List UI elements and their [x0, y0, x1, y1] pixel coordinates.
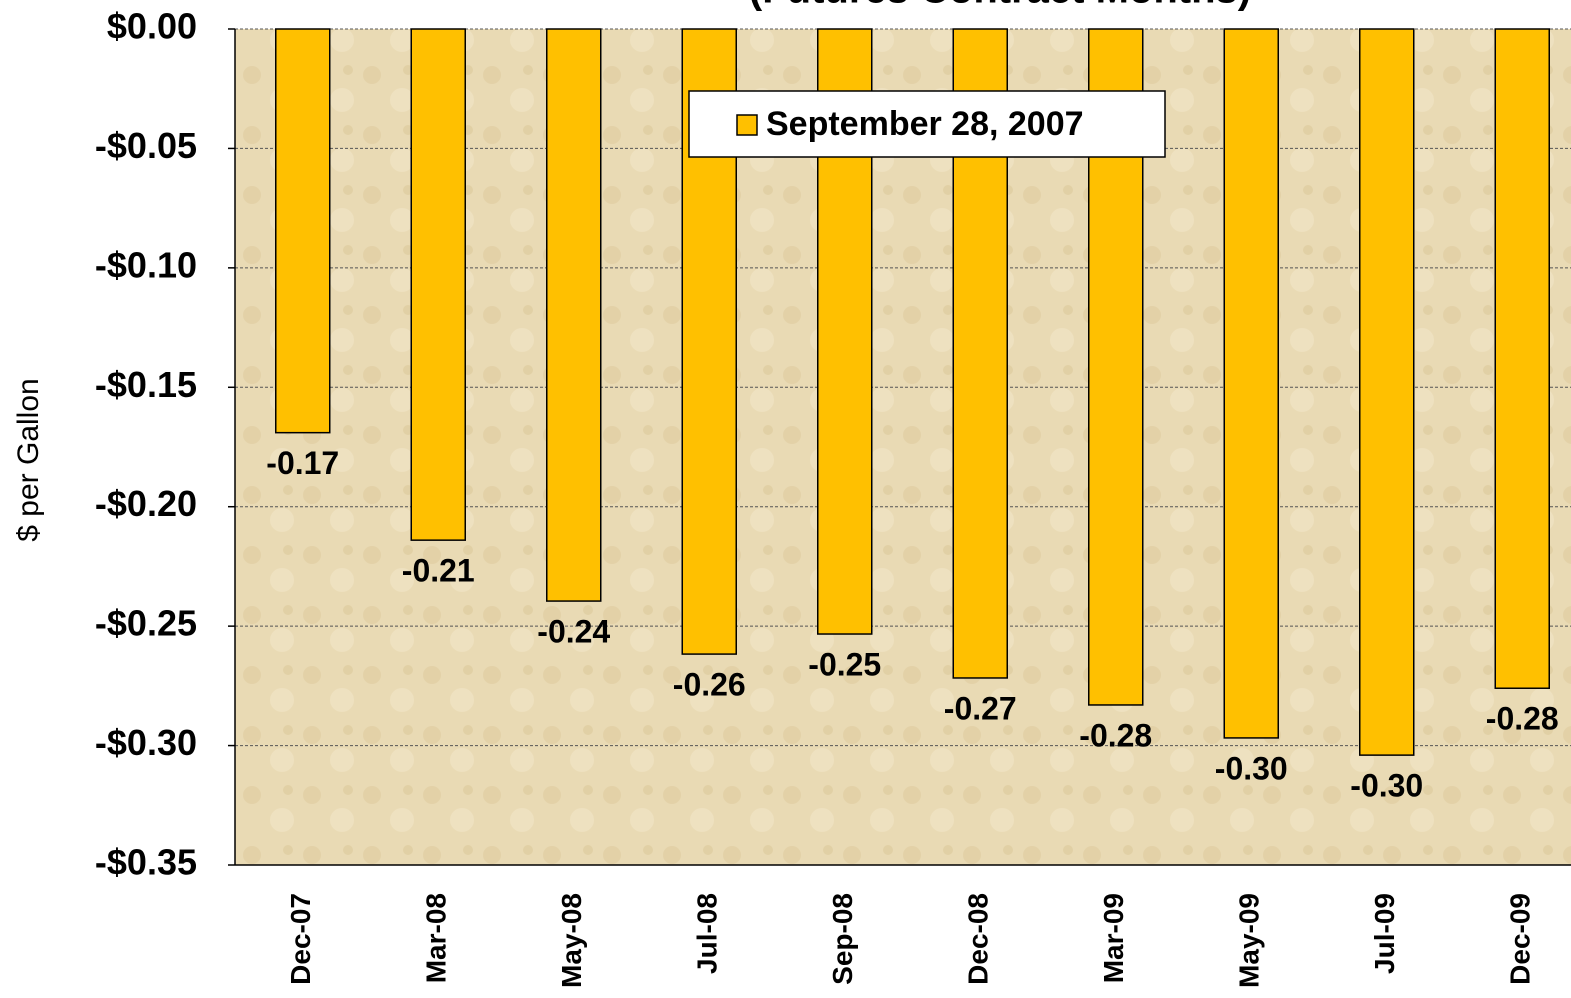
x-tick-label: Dec-08 — [963, 893, 994, 985]
y-axis-label: $ per Gallon — [12, 378, 45, 541]
legend-swatch — [736, 114, 758, 136]
y-tick-label: -$0.20 — [95, 483, 197, 524]
y-tick-label: -$0.25 — [95, 603, 197, 644]
bar — [1223, 28, 1279, 739]
x-tick-label: Sep-08 — [827, 893, 858, 985]
y-tick-label: -$0.15 — [95, 364, 197, 405]
bar — [1359, 28, 1415, 756]
data-label: -0.27 — [944, 690, 1017, 726]
x-tick-label: Mar-08 — [421, 893, 452, 983]
x-tick-label: Jul-09 — [1369, 893, 1400, 974]
x-tick-label: Dec-07 — [285, 893, 316, 985]
x-tick-label: Dec-09 — [1505, 893, 1536, 985]
y-tick-label: -$0.05 — [95, 125, 197, 166]
y-tick-label: -$0.10 — [95, 244, 197, 285]
y-tick-label: $0.00 — [107, 6, 197, 47]
y-tick-label: -$0.30 — [95, 722, 197, 763]
x-tick-label: May-09 — [1234, 893, 1265, 988]
chart-subtitle: (Futures Contract Months) — [749, 0, 1251, 12]
data-label: -0.17 — [266, 445, 339, 481]
data-label: -0.30 — [1350, 768, 1423, 804]
data-label: -0.25 — [808, 646, 881, 682]
data-label: -0.28 — [1079, 717, 1152, 753]
bar — [546, 28, 602, 602]
data-label: -0.24 — [537, 614, 610, 650]
data-label: -0.28 — [1486, 701, 1559, 737]
data-label: -0.30 — [1215, 750, 1288, 786]
x-tick-label: May-08 — [556, 893, 587, 988]
data-label: -0.21 — [402, 553, 475, 589]
x-tick-label: Mar-09 — [1098, 893, 1129, 983]
x-tick-label: Jul-08 — [692, 893, 723, 974]
legend-box — [688, 90, 1166, 158]
legend-label: September 28, 2007 — [766, 105, 1084, 143]
bar — [410, 28, 466, 541]
bar — [1494, 28, 1550, 689]
bar — [275, 28, 331, 434]
data-label: -0.26 — [673, 667, 746, 703]
y-tick-label: -$0.35 — [95, 842, 197, 883]
